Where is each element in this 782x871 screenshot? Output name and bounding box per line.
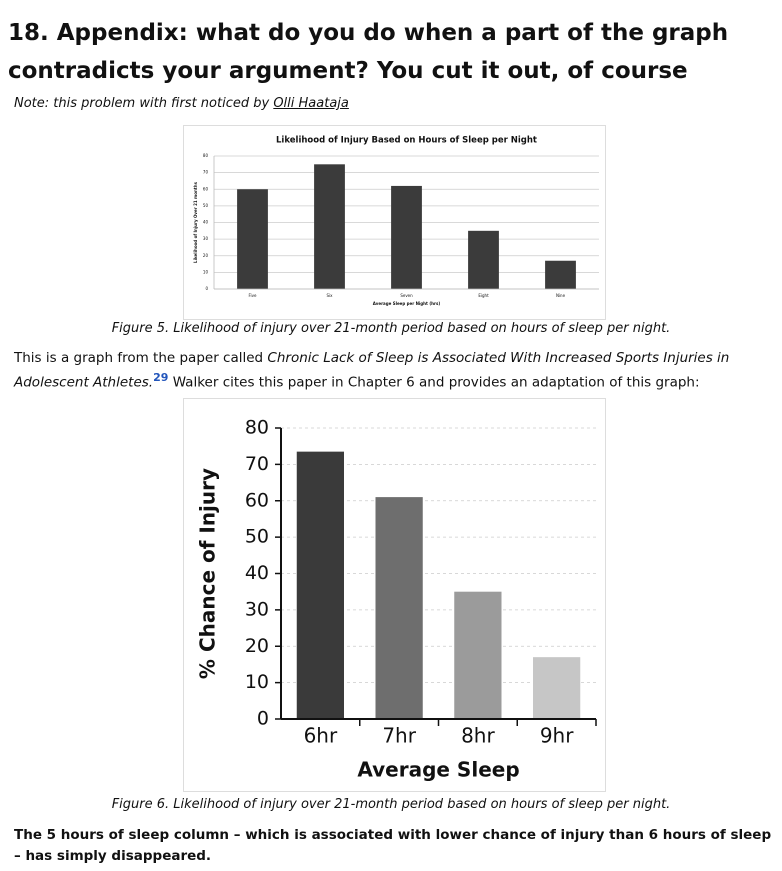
y-tick-label: 20 xyxy=(203,253,209,258)
y-tick-label: 10 xyxy=(245,671,269,693)
text: Walker cites this paper in Chapter 6 and… xyxy=(168,374,700,391)
footnote-ref[interactable]: 29 xyxy=(153,371,169,384)
y-tick-label: 50 xyxy=(203,203,209,208)
y-tick-label: 40 xyxy=(245,562,269,584)
y-tick-label: 70 xyxy=(245,453,269,475)
chart: 0 10 20 30 40 50 60 70 80 6hr 7hr 8hr 9hr Average Sle… xyxy=(183,398,606,792)
y-tick-label: 40 xyxy=(203,220,209,225)
caption: Figure 6. Likelihood of injury over 21-m… xyxy=(111,797,671,812)
bar xyxy=(468,230,499,289)
y-axis-label: % Chance of Injury xyxy=(196,468,220,679)
y-tick-label: 80 xyxy=(203,153,209,158)
x-tick-label: Eight xyxy=(478,293,489,298)
x-tick-label: 6hr xyxy=(304,724,338,748)
y-tick-label: 60 xyxy=(245,489,269,511)
y-tick-label: 30 xyxy=(245,598,269,620)
x-tick-label: Six xyxy=(326,293,333,298)
x-axis-label: Average Sleep xyxy=(357,758,519,782)
bar xyxy=(454,591,502,719)
note-link[interactable]: Olli Haataja xyxy=(273,96,349,111)
chart-title: Likelihood of Injury Based on Hours of S… xyxy=(276,136,537,146)
paragraph: This is a graph from the paper called Ch… xyxy=(14,348,774,393)
chart: Likelihood of Injury Based on Hours of S… xyxy=(183,125,606,320)
y-tick-label: 60 xyxy=(203,186,209,191)
y-tick-label: 0 xyxy=(257,708,269,730)
bar xyxy=(391,185,422,289)
y-tick-label: 20 xyxy=(245,635,269,657)
note: Note: this problem with first noticed by… xyxy=(14,96,349,111)
note-text: Note: this problem with first noticed by xyxy=(14,96,274,111)
x-tick-label: Seven xyxy=(400,293,413,298)
x-axis-label: Average Sleep per Night (hrs) xyxy=(373,301,441,306)
y-tick-label: 80 xyxy=(245,417,269,439)
x-tick-label: Nine xyxy=(556,293,566,298)
bar xyxy=(545,260,576,289)
bar xyxy=(237,189,268,289)
y-tick-label: 50 xyxy=(245,526,269,548)
text: This is a graph from the paper called xyxy=(14,350,268,366)
bar xyxy=(375,497,423,719)
conclusion: The 5 hours of sleep column – which is a… xyxy=(14,827,772,864)
y-tick-label: 30 xyxy=(203,236,209,241)
bar xyxy=(296,451,344,719)
x-tick-label: 9hr xyxy=(540,724,574,748)
paper-title: Chronic Lack of Sleep is Associated With… xyxy=(14,350,730,391)
heading: 18. Appendix: what do you do when a part… xyxy=(8,20,729,84)
x-tick-label: Five xyxy=(249,293,257,298)
bar xyxy=(533,657,581,719)
caption: Figure 5. Likelihood of injury over 21-m… xyxy=(111,321,671,336)
y-tick-label: 70 xyxy=(203,170,209,175)
y-tick-label: 0 xyxy=(205,286,208,291)
y-axis-label: Likelihood of Injury Over 21 months xyxy=(193,181,198,263)
x-tick-label: 8hr xyxy=(461,724,495,748)
x-tick-label: 7hr xyxy=(382,724,416,748)
bar xyxy=(314,164,345,289)
y-tick-label: 10 xyxy=(203,269,209,274)
